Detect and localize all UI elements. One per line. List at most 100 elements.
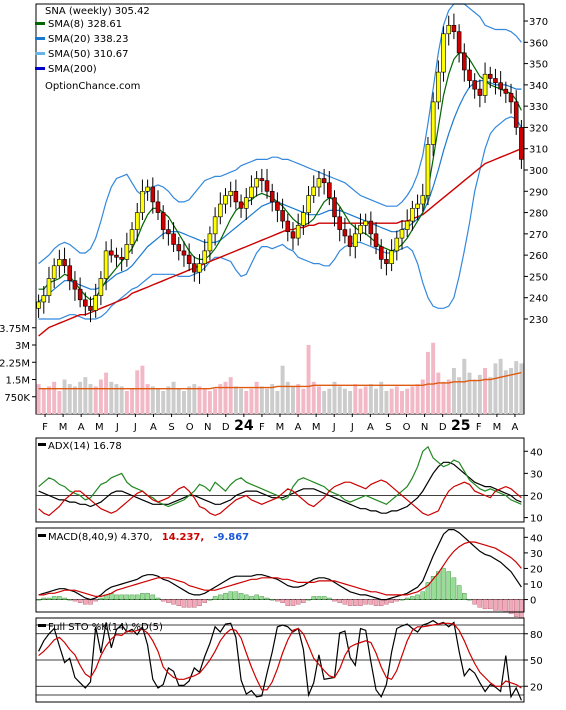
macd-histogram-bar [321, 596, 327, 600]
volume-bar [374, 388, 379, 414]
candle-body [467, 69, 472, 81]
candle-body [166, 229, 171, 235]
macd-histogram-bar [160, 599, 166, 602]
candle-body [378, 246, 384, 260]
candle-body [368, 220, 374, 235]
candle-body [197, 263, 202, 273]
candle-body [109, 250, 114, 256]
x-tick-label: N [204, 422, 211, 433]
volume-bar [291, 386, 295, 414]
volume-bar [259, 386, 264, 414]
candle-body [280, 210, 285, 222]
macd-histogram-bar [62, 597, 67, 600]
macd-histogram-bar [150, 594, 156, 600]
macd-histogram-bar [114, 594, 119, 600]
macd-histogram-bar [72, 599, 78, 602]
candle-body [67, 265, 73, 281]
candle-body [155, 201, 161, 213]
candle-body [456, 31, 462, 54]
price-tick-label: 260 [529, 251, 548, 262]
macd-line-line [38, 529, 522, 601]
candle-body [337, 216, 342, 230]
macd-histogram-bar [487, 599, 493, 610]
indicator-tick-label: 40 [530, 533, 543, 544]
legend-sma50: SMA(50) 310.67 [48, 49, 129, 60]
volume-tick-label: 3.75M [0, 324, 30, 335]
macd-histogram-bar [503, 599, 509, 613]
g-macd-frame [35, 527, 525, 613]
macd-histogram-bar [223, 593, 228, 600]
macd-histogram-bar [410, 596, 415, 600]
candle-body [425, 144, 431, 196]
volume-bar [202, 388, 207, 414]
volume-bar [358, 388, 363, 414]
volume-bar [145, 384, 150, 414]
x-tick-label: F [42, 422, 48, 433]
candle-body [275, 201, 280, 211]
candle-body [114, 254, 119, 258]
candle-body [259, 178, 265, 181]
volume-bar [36, 384, 41, 414]
candle-body [238, 201, 244, 209]
volume-bar [441, 381, 446, 414]
volume-bar [52, 381, 57, 414]
volume-bar [493, 363, 498, 414]
legend-title: SNA (weekly) 305.42 [45, 6, 150, 17]
volume-tick-label: 3M [15, 341, 30, 352]
sma20-line [38, 80, 522, 303]
volume-bar [322, 391, 327, 414]
candle-body [441, 33, 446, 73]
volume-bar [47, 386, 51, 414]
candle-body [160, 212, 166, 230]
volume-bar [425, 351, 430, 414]
volume-bar [239, 388, 244, 414]
indicator-tick-label: 10 [530, 580, 543, 591]
macd-histogram-bar [306, 599, 311, 601]
candle-body [399, 229, 405, 239]
volume-bar [431, 342, 436, 414]
volume-bar [368, 384, 373, 414]
macd-histogram-bar [337, 599, 342, 603]
volume-bar [119, 386, 124, 414]
macd-histogram-bar [462, 593, 467, 600]
sma8-line [38, 52, 522, 301]
volume-bar [57, 391, 62, 414]
candle-body [223, 195, 228, 205]
macd-histogram-bar [493, 599, 498, 611]
candle-body [508, 93, 514, 103]
candle-body [129, 229, 135, 245]
macd-histogram-bar [353, 599, 358, 606]
macd-histogram-bar [254, 594, 259, 600]
macd-histogram-bar [171, 599, 176, 605]
candle-body [145, 186, 150, 192]
macd-histogram-bar [295, 599, 301, 605]
volume-bar [171, 381, 176, 414]
x-tick-label: 25 [451, 418, 470, 434]
volume-bar [311, 381, 316, 414]
legend-source: OptionChance.com [45, 81, 140, 92]
macd-histogram-bar [316, 596, 322, 600]
macd-signal-value: 14.237, [162, 532, 204, 543]
candle-body [410, 208, 415, 222]
macd-histogram-bar [456, 585, 462, 600]
indicator-tick-label: 80 [530, 630, 543, 641]
macd-histogram-bar [269, 599, 275, 601]
macd-histogram-bar [155, 597, 161, 600]
macd-histogram-bar [358, 599, 363, 606]
legend-sma200: SMA(200) [48, 64, 97, 75]
candle-body [384, 259, 389, 264]
g-adx-frame [35, 437, 525, 523]
macd-histogram-bar [384, 599, 389, 605]
volume-bar [176, 388, 181, 414]
candle-body [415, 203, 420, 209]
candle-body [482, 73, 488, 96]
volume-bar [62, 379, 67, 414]
macd-histogram-bar [472, 599, 477, 605]
volume-tick-label: 1.5M [5, 376, 30, 387]
candle-body [228, 190, 233, 196]
volume-bar [379, 381, 384, 414]
candle-body [36, 301, 41, 309]
macd-histogram-bar [513, 599, 519, 617]
candle-body [290, 231, 296, 239]
